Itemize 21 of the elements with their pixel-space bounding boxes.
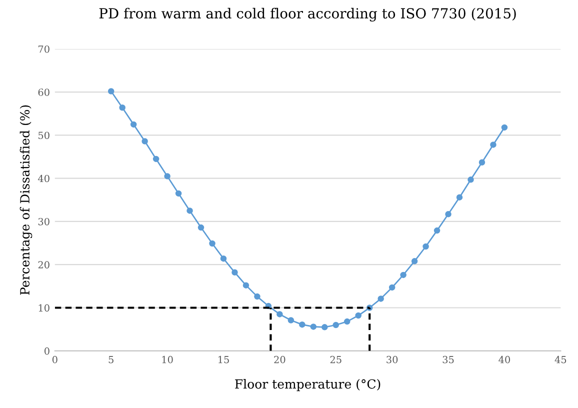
y-tick-label: 0 [44,347,50,355]
x-tick-label: 0 [52,356,58,364]
x-tick-label: 30 [386,356,398,364]
x-tick-label: 5 [108,356,114,364]
x-tick-label: 15 [218,356,229,364]
y-tick-label: 10 [38,304,50,312]
x-tick-label: 45 [554,356,566,364]
y-tick-label: 50 [38,132,50,140]
y-axis-title: Percentage of Dissatisfied (%) [20,105,32,295]
y-tick-label: 70 [38,45,50,53]
x-tick-label: 40 [498,356,510,364]
y-tick-label: 20 [38,261,50,268]
x-axis-title: Floor temperature (°C) [235,379,380,392]
y-tick-label: 60 [38,88,50,96]
x-tick-label: 20 [274,356,286,364]
x-tick-label: 10 [162,356,173,364]
x-tick-label: 35 [442,356,454,364]
y-tick-label: 30 [38,218,50,226]
chart-title: PD from warm and cold floor according to ISO 7730 (2015) [99,8,516,22]
y-tick-label: 40 [38,174,50,182]
x-tick-label: 25 [330,356,342,364]
